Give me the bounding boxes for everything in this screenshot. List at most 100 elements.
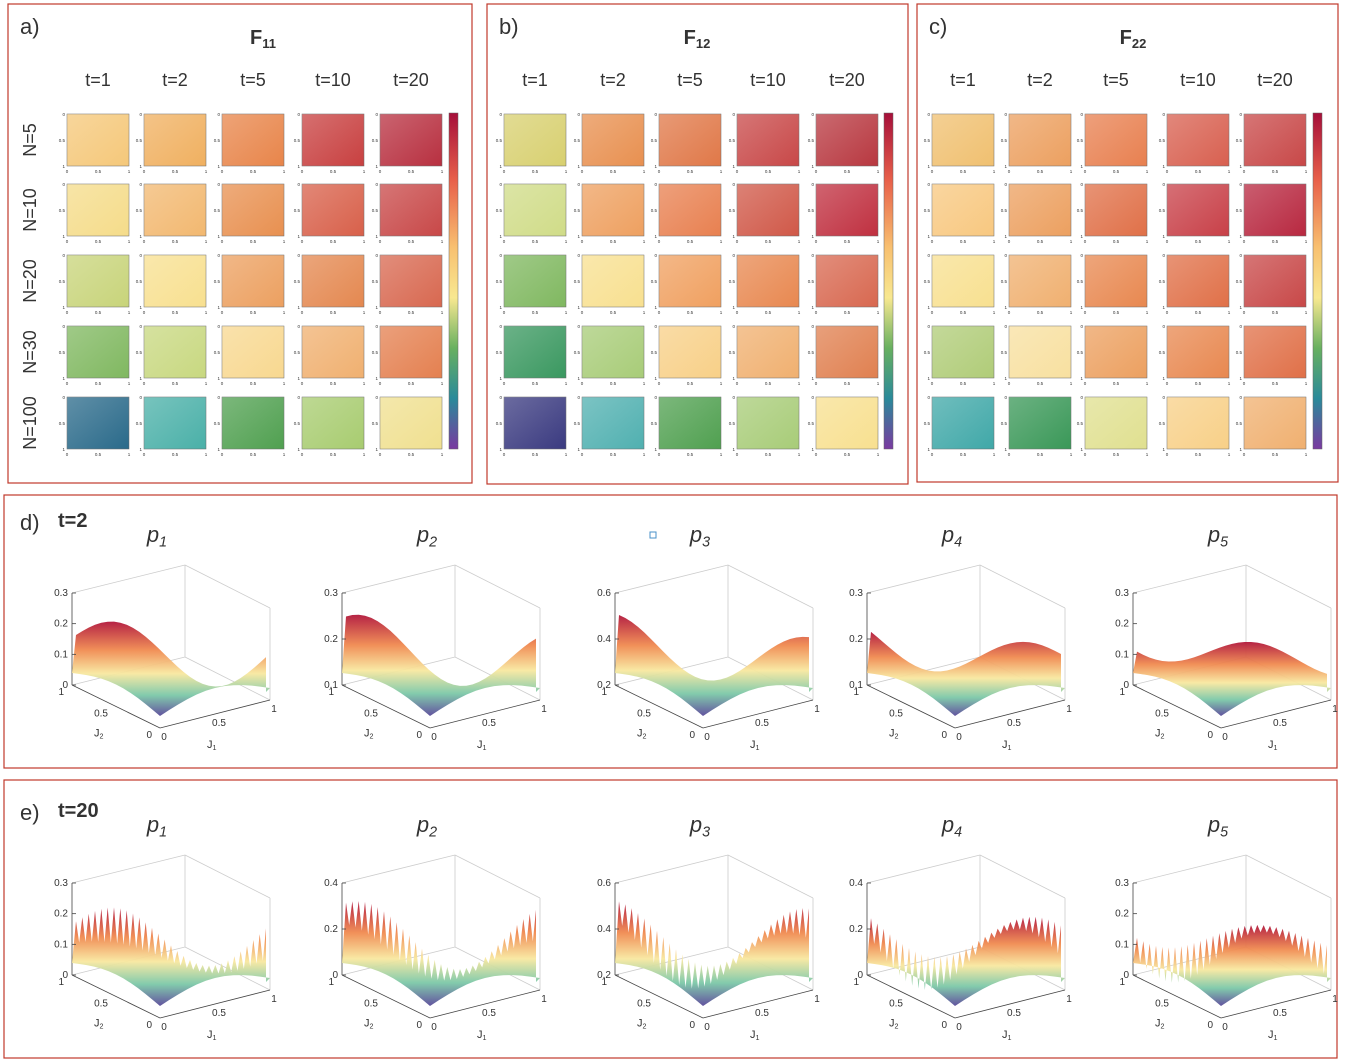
z-tick-label: 0.4 xyxy=(849,878,863,889)
cell-tick: 0.5 xyxy=(1001,208,1008,213)
cell-tick: 0.5 xyxy=(372,350,379,355)
surface xyxy=(867,917,1065,1006)
cell-tick: 1 xyxy=(1146,452,1149,457)
cell-tick: 1 xyxy=(205,169,208,174)
x-axis-label: J1 xyxy=(207,739,217,752)
heatmap-sheen xyxy=(222,114,284,166)
plot-title-sub: 4 xyxy=(954,824,962,840)
cell-tick: 0 xyxy=(1084,381,1087,386)
cell-tick: 0 xyxy=(1008,452,1011,457)
cell-tick: 0 xyxy=(221,239,224,244)
cell-tick: 0.5 xyxy=(729,421,736,426)
x-axis-label: J1 xyxy=(750,1029,760,1042)
y-tick-label: 1 xyxy=(328,977,334,988)
cell-tick: 0.5 xyxy=(496,279,503,284)
cell-tick: 0.5 xyxy=(59,279,66,284)
cell-tick: 0 xyxy=(927,395,930,400)
axis-line xyxy=(867,565,980,593)
cell-tick: 0 xyxy=(217,182,220,187)
cell-tick: 0 xyxy=(503,239,506,244)
heatmap-sheen xyxy=(222,326,284,378)
cell-tick: 0 xyxy=(301,169,304,174)
column-label: t=2 xyxy=(162,70,188,90)
cell-tick: 1 xyxy=(720,169,723,174)
cell-tick: 0.5 xyxy=(1113,381,1120,386)
cell-tick: 0 xyxy=(143,452,146,457)
cell-tick: 0 xyxy=(379,310,382,315)
cell-tick: 0 xyxy=(62,182,65,187)
z-tick-label: 0.6 xyxy=(597,588,611,599)
plot-title-sub: 3 xyxy=(702,534,710,550)
plot-title: p5 xyxy=(1207,812,1228,840)
cell-tick: 0 xyxy=(1004,182,1007,187)
cell-tick: 1 xyxy=(565,381,568,386)
cell-tick: 0.5 xyxy=(1037,239,1044,244)
heatmap-sheen xyxy=(380,326,442,378)
heatmap-sheen xyxy=(659,397,721,449)
cell-tick: 0.5 xyxy=(294,421,301,426)
heatmap-sheen xyxy=(816,255,878,307)
cell-tick: 0.5 xyxy=(95,239,102,244)
cell-tick: 0 xyxy=(1008,381,1011,386)
axis-line xyxy=(455,855,540,898)
column-label: t=20 xyxy=(1257,70,1293,90)
cell-tick: 0 xyxy=(654,395,657,400)
cell-tick: 1 xyxy=(363,169,366,174)
cell-tick: 0 xyxy=(297,395,300,400)
cell-tick: 0 xyxy=(654,182,657,187)
heatmap-sheen xyxy=(1009,326,1071,378)
cell-tick: 0.5 xyxy=(1159,138,1166,143)
cell-tick: 0.5 xyxy=(250,239,257,244)
cell-tick: 0 xyxy=(217,395,220,400)
cell-tick: 0 xyxy=(297,112,300,117)
x-axis-label: J1 xyxy=(477,1029,487,1042)
cell-tick: 1 xyxy=(643,381,646,386)
cell-tick: 0 xyxy=(139,112,142,117)
cell-tick: 0 xyxy=(732,182,735,187)
cell-tick: 0.5 xyxy=(924,138,931,143)
plot-title-symbol: p xyxy=(941,812,954,837)
cell-tick: 0.5 xyxy=(95,381,102,386)
panel-title: F12 xyxy=(684,27,711,51)
cell-tick: 0.5 xyxy=(960,452,967,457)
heatmap-sheen xyxy=(932,255,994,307)
cell-tick: 0 xyxy=(658,239,661,244)
cell-tick: 0 xyxy=(221,381,224,386)
cell-tick: 1 xyxy=(205,452,208,457)
cell-tick: 0.5 xyxy=(960,169,967,174)
cell-tick: 0.5 xyxy=(214,279,221,284)
heatmap-sheen xyxy=(144,397,206,449)
cell-tick: 0.5 xyxy=(1159,350,1166,355)
cell-tick: 0 xyxy=(654,324,657,329)
cell-tick: 1 xyxy=(993,452,996,457)
cell-tick: 0 xyxy=(379,381,382,386)
cell-tick: 1 xyxy=(643,452,646,457)
axis-line xyxy=(1133,565,1246,593)
y-tick-label: 0.5 xyxy=(889,999,903,1010)
cell-tick: 0 xyxy=(1080,112,1083,117)
heatmap-sheen xyxy=(582,184,644,236)
cell-tick: 0.5 xyxy=(765,239,772,244)
cell-tick: 1 xyxy=(798,452,801,457)
colorbar xyxy=(1313,113,1322,449)
x-tick-label: 1 xyxy=(814,704,820,715)
panel-title: F11 xyxy=(250,27,276,51)
y-tick-label: 0 xyxy=(689,730,695,741)
axis-line xyxy=(72,855,185,883)
y-tick-label: 0 xyxy=(941,730,947,741)
cell-tick: 1 xyxy=(363,310,366,315)
cell-tick: 1 xyxy=(1228,310,1231,315)
cell-tick: 1 xyxy=(877,169,880,174)
cell-tick: 0.5 xyxy=(808,350,815,355)
heatmap-sheen xyxy=(737,255,799,307)
x-axis-label: J1 xyxy=(1002,739,1012,752)
cell-tick: 0.5 xyxy=(687,452,694,457)
cell-tick: 1 xyxy=(1070,310,1073,315)
cell-tick: 0 xyxy=(1004,395,1007,400)
cell-tick: 1 xyxy=(993,169,996,174)
cell-tick: 0 xyxy=(503,452,506,457)
figure: a)F11t=1t=2t=5t=10t=20N=5N=10N=20N=30N=1… xyxy=(0,0,1350,1061)
cell-tick: 0 xyxy=(62,112,65,117)
cell-tick: 0 xyxy=(815,381,818,386)
panel-label: c) xyxy=(929,14,947,39)
